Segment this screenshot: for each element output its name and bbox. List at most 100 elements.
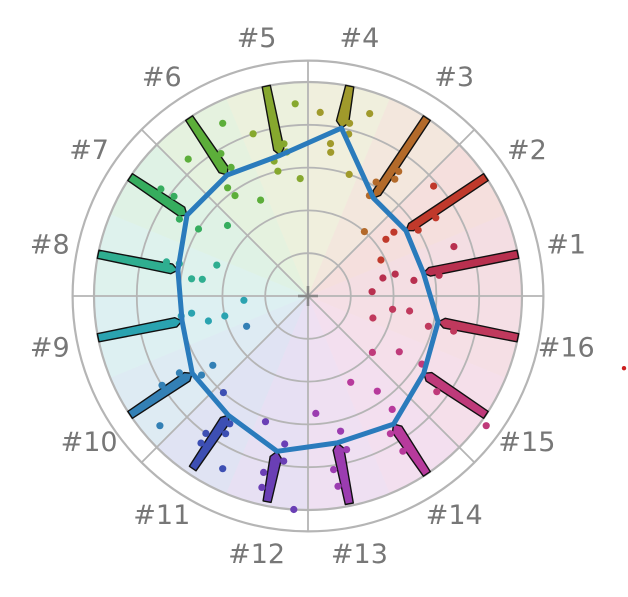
category-label-15: #15 (498, 427, 555, 458)
point-14 (387, 430, 394, 437)
point-4 (346, 120, 353, 127)
point-6 (257, 197, 264, 204)
point-12 (280, 458, 287, 465)
point-7 (195, 225, 202, 232)
point-8 (163, 258, 170, 265)
point-5 (297, 175, 304, 182)
point-11 (222, 430, 229, 437)
point-8 (199, 276, 206, 283)
category-label-9: #9 (30, 332, 70, 363)
point-2 (430, 183, 437, 190)
point-15 (369, 349, 376, 356)
point-15 (433, 388, 440, 395)
point-14 (399, 448, 406, 455)
point-14 (374, 388, 381, 395)
point-2 (382, 236, 389, 243)
category-label-14: #14 (426, 500, 483, 531)
point-12 (260, 469, 267, 476)
category-label-12: #12 (228, 539, 285, 570)
point-12 (290, 506, 297, 513)
point-12 (258, 484, 265, 491)
point-1 (392, 271, 399, 278)
point-3 (373, 179, 380, 186)
category-label-3: #3 (434, 62, 474, 93)
point-1 (410, 277, 417, 284)
point-1 (369, 288, 376, 295)
point-1 (379, 274, 386, 281)
point-5 (274, 168, 281, 175)
point-10 (243, 323, 250, 330)
point-14 (389, 406, 396, 413)
point-16 (389, 306, 396, 313)
category-label-8: #8 (30, 230, 70, 261)
point-5 (250, 130, 257, 137)
category-label-1: #1 (546, 230, 586, 261)
point-11 (202, 430, 209, 437)
point-6 (217, 150, 224, 157)
category-label-10: #10 (61, 427, 118, 458)
point-6 (224, 184, 231, 191)
category-label-7: #7 (69, 135, 109, 166)
category-label-4: #4 (339, 23, 379, 54)
point-6 (185, 156, 192, 163)
category-label-5: #5 (237, 23, 277, 54)
point-10 (176, 369, 183, 376)
point-7 (157, 185, 164, 192)
point-1 (450, 243, 457, 250)
point-10 (209, 362, 216, 369)
point-16 (425, 323, 432, 330)
point-3 (391, 176, 398, 183)
point-5 (292, 100, 299, 107)
point-6 (231, 192, 238, 199)
point-15 (483, 422, 490, 429)
point-2 (377, 256, 384, 263)
point-4 (327, 149, 334, 156)
outlier-points (622, 366, 626, 370)
point-10 (156, 422, 163, 429)
outlier-point (622, 366, 626, 370)
point-9 (221, 312, 228, 319)
point-16 (450, 328, 457, 335)
category-label-6: #6 (142, 62, 182, 93)
category-label-11: #11 (133, 500, 190, 531)
point-9 (240, 297, 247, 304)
point-4 (327, 140, 334, 147)
point-13 (337, 428, 344, 435)
point-9 (188, 310, 195, 317)
point-12 (281, 440, 288, 447)
point-5 (280, 140, 287, 147)
polar-grid (73, 61, 544, 532)
point-6 (228, 164, 235, 171)
point-9 (205, 317, 212, 324)
point-16 (406, 307, 413, 314)
point-11 (219, 465, 226, 472)
point-7 (170, 193, 177, 200)
point-11 (220, 389, 227, 396)
point-4 (366, 110, 373, 117)
point-14 (347, 379, 354, 386)
category-label-2: #2 (507, 135, 547, 166)
point-8 (213, 262, 220, 269)
point-13 (343, 446, 350, 453)
point-3 (361, 228, 368, 235)
point-4 (317, 109, 324, 116)
point-10 (158, 382, 165, 389)
point-7 (224, 222, 231, 229)
point-13 (330, 466, 337, 473)
point-8 (188, 275, 195, 282)
point-2 (432, 214, 439, 221)
point-2 (390, 229, 397, 236)
point-1 (436, 272, 443, 279)
point-13 (334, 483, 341, 490)
point-15 (396, 348, 403, 355)
category-label-13: #13 (331, 539, 388, 570)
point-6 (219, 120, 226, 127)
point-11 (197, 440, 204, 447)
point-12 (262, 418, 269, 425)
point-4 (346, 171, 353, 178)
point-13 (312, 410, 319, 417)
point-2 (415, 227, 422, 234)
point-7 (176, 216, 183, 223)
